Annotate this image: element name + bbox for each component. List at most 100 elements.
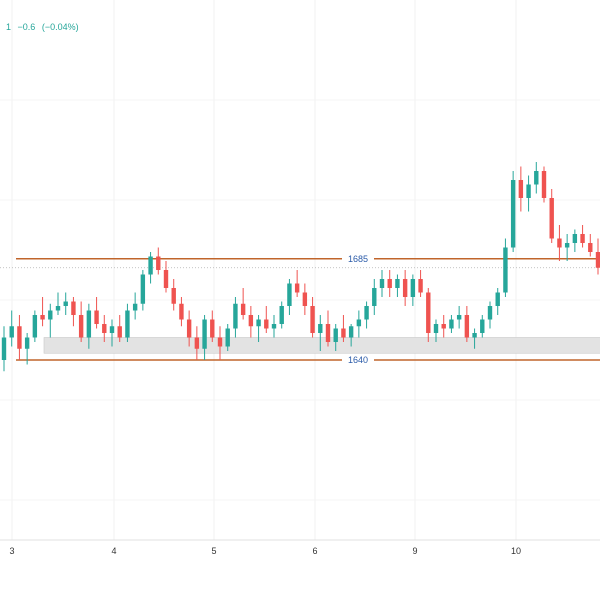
candle-body [356, 319, 362, 327]
candle [302, 283, 308, 315]
candle [541, 166, 547, 203]
level-label-1685: 1685 [348, 254, 368, 264]
candle-body [264, 319, 269, 329]
candle [117, 315, 122, 342]
candle [24, 333, 30, 365]
candle [186, 310, 192, 347]
candle [410, 274, 416, 306]
candle-body [125, 310, 130, 338]
candle-body [541, 171, 547, 198]
candle [387, 270, 392, 297]
candle-body [109, 326, 115, 333]
candle-body [179, 303, 184, 320]
candle [564, 234, 570, 261]
candle-body [24, 337, 30, 349]
candle [55, 292, 61, 315]
candle-body [63, 301, 68, 306]
candle-body [248, 315, 254, 327]
candle-body [271, 324, 277, 329]
candle [372, 279, 377, 315]
candle-body [318, 324, 323, 333]
candle-body [217, 337, 223, 347]
candle [264, 306, 269, 333]
candle [356, 310, 362, 338]
candle [163, 261, 169, 293]
x-tick-label: 6 [312, 546, 317, 556]
candle-body [210, 319, 215, 338]
candle [94, 297, 99, 329]
candle [433, 319, 439, 342]
candle-body [148, 256, 153, 275]
candle [240, 288, 246, 320]
candle [464, 306, 470, 342]
candle-body [279, 306, 284, 324]
range-zone [43, 337, 600, 354]
price-legend: 1 −0.6 (−0.04%) [6, 22, 83, 32]
candle [102, 315, 107, 342]
candle-body [55, 306, 61, 311]
x-tick-label: 4 [111, 546, 116, 556]
candle [310, 297, 315, 338]
candle-body [9, 326, 14, 338]
candle [595, 238, 600, 275]
x-axis: 3 4 5 6 9 10 [9, 546, 521, 556]
candle [526, 175, 531, 212]
candle [40, 297, 45, 327]
candle-body [518, 180, 524, 198]
candle [456, 306, 462, 329]
candle [109, 319, 115, 347]
candle [63, 292, 68, 315]
candle [348, 324, 354, 347]
candle [518, 166, 524, 212]
candle [171, 279, 176, 311]
candle-body [572, 234, 578, 243]
candle-body [117, 326, 122, 338]
candle-body [464, 315, 470, 338]
candle-body [78, 315, 84, 338]
candle-body [333, 328, 338, 342]
candle-body [595, 252, 600, 268]
candle [341, 315, 346, 342]
candle [194, 326, 200, 360]
candle-body [140, 274, 146, 304]
candle [78, 301, 84, 342]
candle [202, 315, 207, 360]
candle [148, 252, 153, 284]
candle-body [186, 319, 192, 338]
candle-body [564, 243, 570, 248]
candle [510, 171, 516, 252]
candle [480, 315, 485, 338]
candle [333, 324, 338, 351]
candle-body [549, 198, 554, 239]
candle-body [433, 324, 439, 333]
candle [503, 238, 508, 297]
level-label-1640: 1640 [348, 355, 368, 365]
candle-body [225, 328, 230, 347]
candle [418, 270, 423, 297]
x-tick-label: 5 [211, 546, 216, 556]
candle-body [194, 337, 200, 349]
candle [271, 315, 277, 338]
candle-body [348, 326, 354, 338]
candle-body [503, 247, 508, 293]
candle-body [287, 283, 292, 306]
candle-body [40, 315, 45, 320]
candle-body [48, 310, 53, 320]
candle [179, 297, 184, 327]
candle [48, 303, 53, 338]
candle-body [341, 328, 346, 338]
legend-prefix: 1 [6, 22, 12, 32]
candle-body [102, 324, 107, 333]
candle [441, 315, 446, 338]
candle [487, 301, 493, 329]
candle [32, 310, 38, 342]
candle-body [325, 324, 331, 342]
candle [364, 301, 369, 329]
candle [225, 324, 230, 351]
candle-body [402, 279, 408, 297]
candle [156, 247, 161, 275]
candle [495, 288, 500, 315]
candle [318, 315, 323, 351]
candle-body [202, 319, 207, 349]
